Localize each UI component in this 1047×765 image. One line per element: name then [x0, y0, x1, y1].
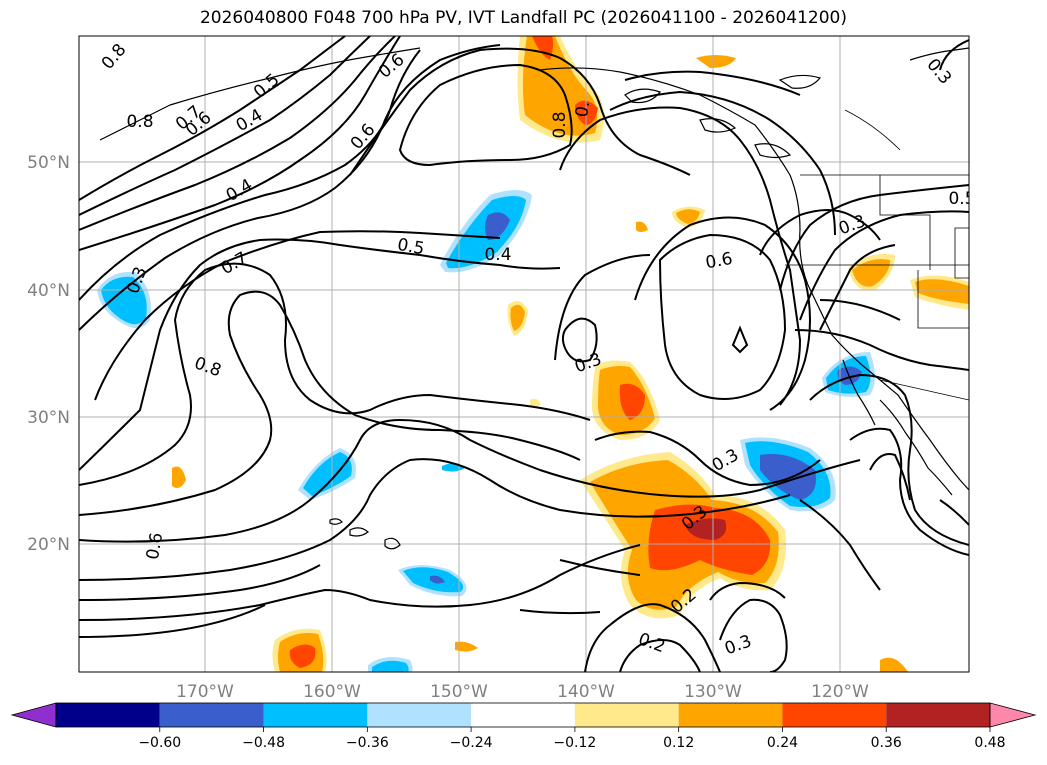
contour-labels: 0.80.70.60.50.40.8 0.60.40.70.80.30.60.5 0… — [98, 40, 975, 659]
map-frame — [78, 35, 970, 673]
contour-label: 0.8 — [192, 353, 224, 381]
longitude-label: 150°W — [430, 682, 488, 702]
latitude-label: 40°N — [27, 281, 70, 301]
contour-label: 0.5 — [396, 235, 426, 259]
contour-label: 0.3 — [836, 211, 868, 239]
colorbar-tick-label: 0.12 — [663, 735, 694, 751]
borders — [785, 109, 969, 401]
contour-label: 0.3 — [722, 631, 754, 659]
contour-label: 0.5 — [948, 189, 975, 209]
pv-negative-shading — [97, 190, 875, 672]
coastlines — [99, 47, 969, 550]
contour-label: 0.6 — [143, 531, 167, 561]
longitude-label: 130°W — [684, 682, 742, 702]
gridlines — [79, 36, 969, 672]
contour-label: 0.4 — [223, 175, 256, 206]
longitude-label: 120°W — [811, 682, 869, 702]
colorbar-box — [886, 703, 990, 727]
map-title: 2026040800 F048 700 hPa PV, IVT Landfall… — [199, 8, 847, 28]
colorbar-box — [56, 703, 160, 727]
colorbar-tick-label: −0.24 — [450, 735, 493, 751]
contour-label: 0.6 — [704, 249, 734, 273]
contour-label: 0.4 — [233, 105, 266, 136]
colorbar-outline — [55, 702, 991, 728]
contour-label: 0.8 — [126, 112, 153, 132]
contour-label: 0.3 — [922, 55, 955, 89]
latitude-label: 20°N — [27, 535, 70, 555]
colorbar-tick-label: −0.48 — [242, 735, 285, 751]
contour-label: 0.2 — [636, 629, 668, 657]
contour-label: 0.5 — [250, 70, 284, 103]
colorbar-extend-low — [10, 702, 57, 728]
longitude-labels: 170°W 160°W 150°W 140°W 130°W 120°W — [176, 682, 869, 702]
colorbar-box — [263, 703, 368, 727]
colorbar-tick-label: 0.36 — [871, 735, 902, 751]
contour-label: 0.8 — [98, 40, 131, 74]
contour-label: 0.4 — [484, 245, 511, 265]
contour-label: 0.6 — [347, 120, 380, 154]
pv-positive-shading — [172, 36, 969, 672]
pv-contours — [79, 36, 969, 672]
colorbar-tick-label: 0.24 — [767, 735, 798, 751]
contour-label: 0. — [572, 99, 595, 118]
latitude-label: 30°N — [27, 408, 70, 428]
longitude-label: 170°W — [176, 682, 234, 702]
colorbar-box — [678, 703, 783, 727]
longitude-label: 160°W — [303, 682, 361, 702]
latitude-labels: 50°N 40°N 30°N 20°N — [27, 153, 70, 555]
colorbar-tick-label: −0.36 — [346, 735, 389, 751]
colorbar-tick-label: −0.12 — [553, 735, 596, 751]
colorbar-box — [367, 703, 472, 727]
longitude-label: 140°W — [557, 682, 615, 702]
contour-label: 0.8 — [550, 111, 570, 138]
colorbar: −0.60 −0.48 −0.36 −0.24 −0.12 0.12 0.24 0.36 0.4… — [10, 702, 1037, 751]
colorbar-extend-high — [989, 702, 1037, 728]
colorbar-box — [574, 703, 679, 727]
latitude-label: 50°N — [27, 153, 70, 173]
colorbar-box — [782, 703, 887, 727]
colorbar-box — [471, 703, 575, 727]
colorbar-box — [159, 703, 264, 727]
colorbar-tick-label: 0.48 — [974, 735, 1005, 751]
colorbar-tick-label: −0.60 — [138, 735, 181, 751]
